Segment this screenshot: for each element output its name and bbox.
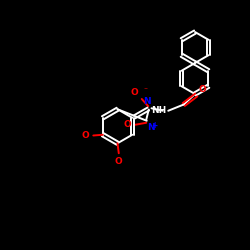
Text: O: O (124, 120, 132, 129)
Text: NH: NH (151, 106, 166, 115)
Text: ⁻: ⁻ (143, 85, 147, 94)
Text: O: O (199, 85, 206, 94)
Text: O: O (82, 132, 90, 140)
Text: N: N (142, 97, 150, 106)
Text: +: + (151, 121, 158, 130)
Text: O: O (130, 88, 138, 97)
Text: N: N (147, 123, 154, 132)
Text: O: O (115, 157, 123, 166)
